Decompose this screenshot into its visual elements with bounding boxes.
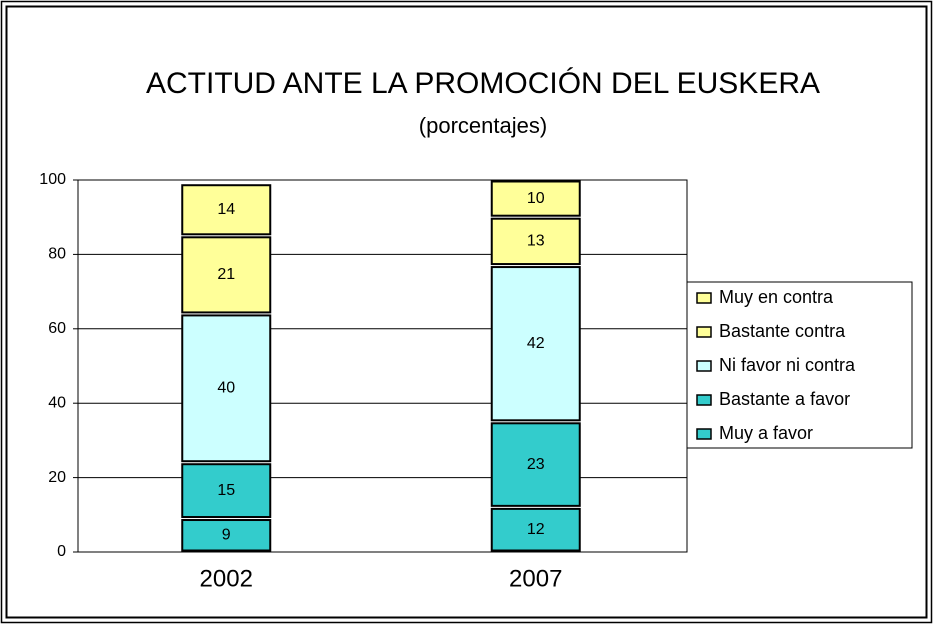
chart-title: ACTITUD ANTE LA PROMOCIÓN DEL EUSKERA [146,67,820,100]
y-tick-label: 20 [48,469,66,486]
bar-segment [490,217,581,266]
data-label: 14 [217,201,235,218]
y-tick-label: 60 [48,320,66,337]
bar-segment [181,463,272,519]
bar-segment [490,266,581,422]
legend-label: Bastante contra [719,321,846,341]
bar-segment [181,519,272,552]
bar-segment [490,507,581,552]
data-label: 40 [217,380,235,397]
legend-label: Ni favor ni contra [719,355,856,375]
x-tick-label: 2002 [200,565,253,592]
bar-segment [181,314,272,463]
plot-area [77,179,688,553]
y-tick-label: 40 [48,394,66,411]
data-label: 15 [217,482,235,499]
legend-box [686,281,913,449]
data-label: 42 [527,335,545,352]
y-tick-label: 80 [48,246,66,263]
y-tick-label: 0 [57,543,66,560]
x-tick-label: 2007 [509,565,562,592]
chart-subtitle: (porcentajes) [419,113,547,138]
bar-segment [181,236,272,314]
data-label: 10 [527,190,545,207]
y-tick-label: 100 [39,171,66,188]
legend-swatch [696,292,712,304]
bar-segment [181,184,272,236]
data-label: 21 [217,266,235,283]
legend-swatch [696,394,712,406]
data-label: 23 [527,456,545,473]
bar-segment [490,180,581,217]
legend-swatch [696,326,712,338]
legend-swatch [696,428,712,440]
data-label: 13 [527,233,545,250]
inner-border [5,5,928,619]
legend-label: Muy en contra [719,287,834,307]
legend-swatch [696,360,712,372]
legend-label: Bastante a favor [719,389,850,409]
bar-segment [490,422,581,507]
data-label: 12 [527,521,545,538]
legend-label: Muy a favor [719,423,813,443]
data-label: 9 [222,526,231,543]
